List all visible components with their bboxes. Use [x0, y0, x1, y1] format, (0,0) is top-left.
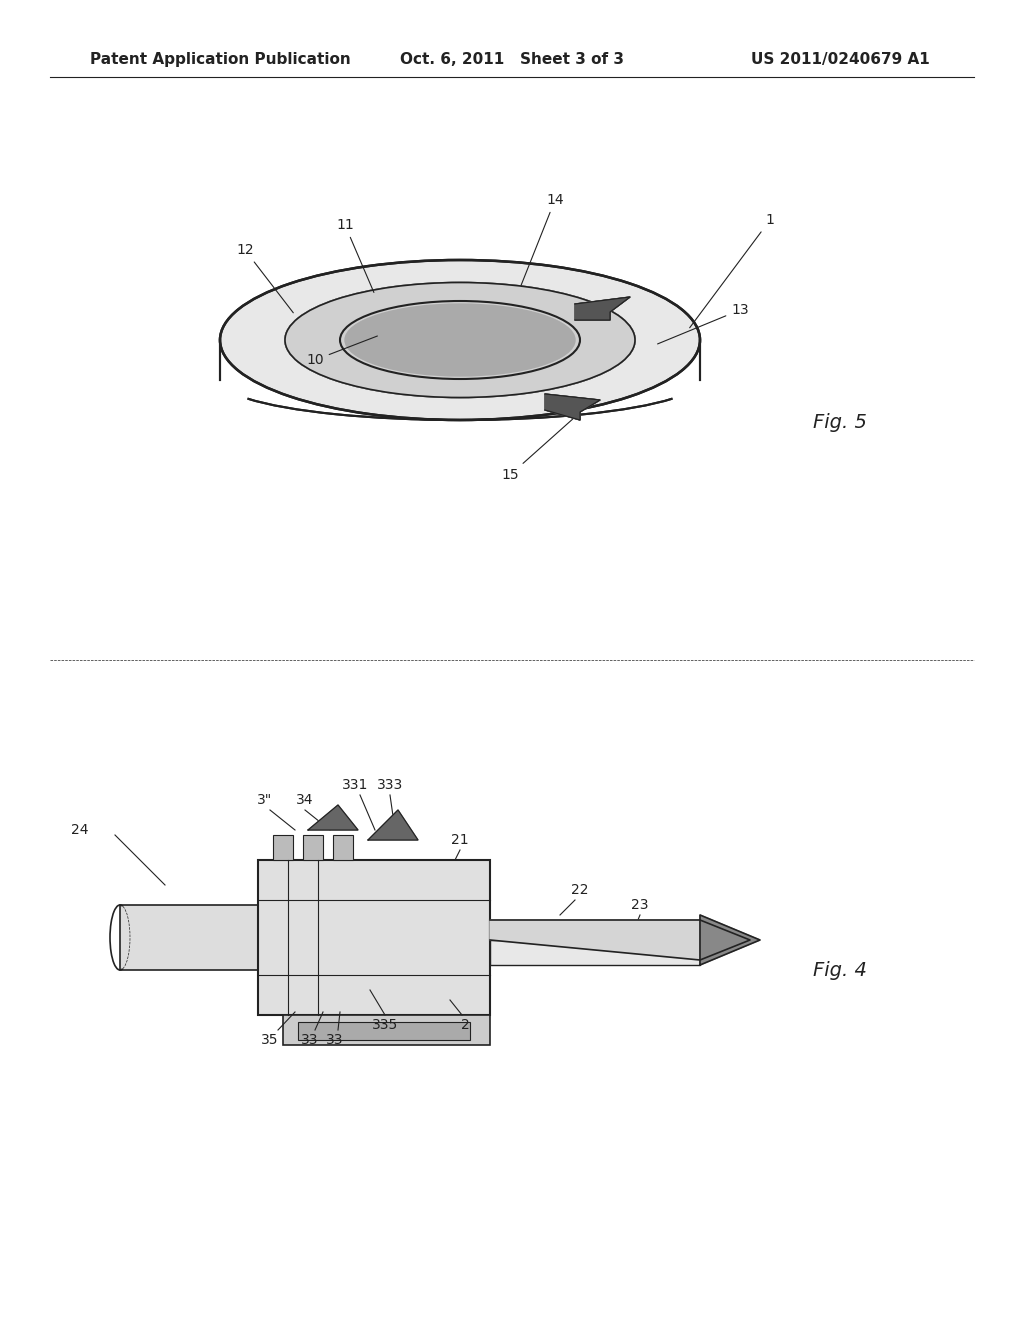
Text: 335: 335 — [372, 1018, 398, 1032]
Text: 3": 3" — [257, 793, 272, 807]
Polygon shape — [545, 393, 600, 420]
Text: 14: 14 — [521, 193, 564, 285]
Polygon shape — [490, 920, 750, 960]
Text: Fig. 4: Fig. 4 — [813, 961, 866, 979]
Ellipse shape — [285, 282, 635, 397]
Text: 333: 333 — [377, 777, 403, 792]
Text: 11: 11 — [336, 218, 374, 293]
Ellipse shape — [345, 304, 575, 376]
Ellipse shape — [220, 260, 700, 420]
FancyBboxPatch shape — [120, 906, 260, 970]
FancyBboxPatch shape — [273, 836, 293, 861]
Polygon shape — [545, 393, 600, 420]
Text: 2: 2 — [461, 1018, 469, 1032]
Text: 23: 23 — [631, 898, 649, 912]
Text: Patent Application Publication: Patent Application Publication — [90, 51, 351, 67]
Text: US 2011/0240679 A1: US 2011/0240679 A1 — [752, 51, 930, 67]
Text: 35: 35 — [261, 1034, 279, 1047]
FancyBboxPatch shape — [333, 836, 353, 861]
Text: Oct. 6, 2011   Sheet 3 of 3: Oct. 6, 2011 Sheet 3 of 3 — [400, 51, 624, 67]
Text: 12: 12 — [237, 243, 293, 313]
Text: 1: 1 — [689, 213, 774, 327]
Text: 34: 34 — [296, 793, 313, 807]
Text: 24: 24 — [72, 822, 89, 837]
Polygon shape — [368, 810, 418, 840]
Text: 21: 21 — [452, 833, 469, 847]
FancyBboxPatch shape — [283, 1015, 490, 1045]
Text: 15: 15 — [501, 418, 573, 482]
Polygon shape — [575, 297, 630, 319]
FancyBboxPatch shape — [303, 836, 323, 861]
Text: 331: 331 — [342, 777, 369, 792]
Text: Fig. 5: Fig. 5 — [813, 413, 866, 432]
Text: 10: 10 — [306, 337, 378, 367]
FancyBboxPatch shape — [298, 1022, 470, 1040]
Polygon shape — [308, 805, 358, 830]
Polygon shape — [700, 915, 760, 965]
Text: 13: 13 — [657, 304, 749, 345]
Text: 33: 33 — [301, 1034, 318, 1047]
FancyBboxPatch shape — [490, 940, 700, 965]
Text: 33: 33 — [327, 1034, 344, 1047]
Ellipse shape — [340, 301, 580, 379]
Text: 22: 22 — [571, 883, 589, 898]
FancyBboxPatch shape — [258, 861, 490, 1015]
Polygon shape — [575, 297, 630, 319]
